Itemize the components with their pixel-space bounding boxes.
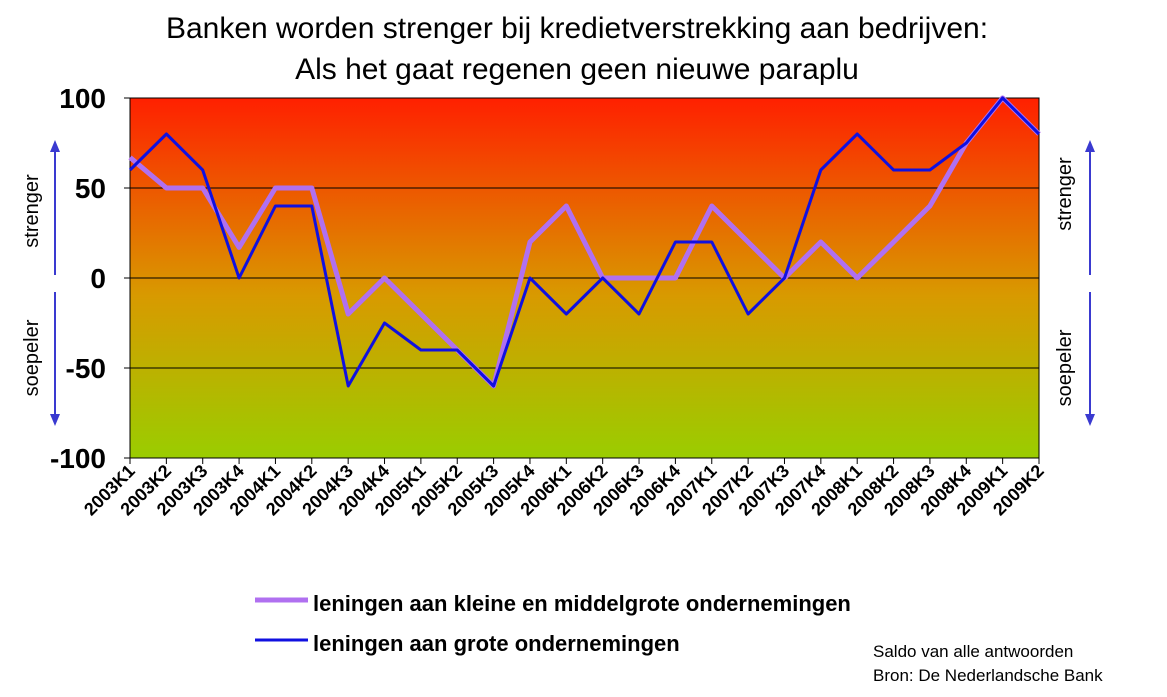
y-tick-label: 100 [59, 83, 106, 114]
legend-label-sme: leningen aan kleine en middelgrote onder… [313, 591, 851, 616]
legend-label-large: leningen aan grote ondernemingen [313, 631, 680, 656]
arrowhead-right-up-icon [1085, 140, 1095, 152]
series-line-large [128, 96, 1041, 388]
side-label-right-top: strenger [1054, 157, 1076, 231]
side-label-right-bottom: soepeler [1054, 329, 1076, 406]
series-line-sme [128, 95, 1041, 389]
arrowhead-right-down-icon [1085, 414, 1095, 426]
y-tick-label: 50 [75, 173, 106, 204]
y-tick-label: 0 [90, 263, 106, 294]
note-saldo: Saldo van alle antwoorden [873, 642, 1073, 661]
arrowhead-left-down-icon [50, 414, 60, 426]
chart-subtitle: Als het gaat regenen geen nieuwe paraplu [295, 53, 859, 86]
side-label-left-bottom: soepeler [21, 319, 43, 396]
arrowhead-left-up-icon [50, 140, 60, 152]
left-side-indicators: strenger soepeler [21, 140, 60, 426]
y-tick-label: -50 [66, 353, 106, 384]
chart-title: Banken worden strenger bij kredietverstr… [166, 12, 988, 45]
note-source: Bron: De Nederlandsche Bank [873, 666, 1103, 685]
side-label-left-top: strenger [21, 174, 43, 248]
y-tick-label: -100 [50, 443, 106, 474]
legend: leningen aan kleine en middelgrote onder… [255, 591, 851, 656]
right-side-indicators: strenger soepeler [1054, 140, 1095, 426]
